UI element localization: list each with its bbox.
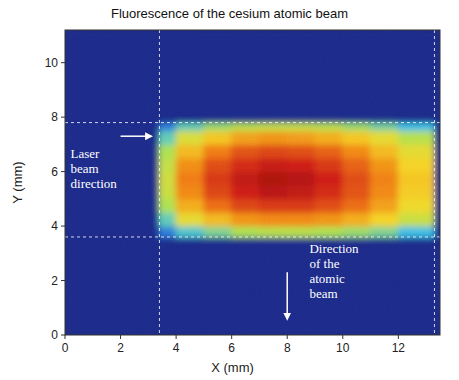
x-tick	[120, 335, 121, 339]
plot-background	[65, 30, 440, 335]
y-tick	[61, 62, 65, 63]
annotation-text: direction	[71, 176, 118, 191]
x-tick	[398, 335, 399, 339]
x-tick	[176, 335, 177, 339]
grain	[65, 30, 440, 335]
y-tick-label: 0	[51, 328, 58, 342]
cells	[65, 30, 440, 335]
frame	[65, 30, 440, 335]
y-tick-label: 8	[51, 110, 58, 124]
chart: 0 2 4 6 8 10 12 0 2 4 6 8 10 X (mm) Y (mm) Fluorescence…	[0, 0, 459, 380]
annotation-text: of the	[309, 256, 339, 271]
annotation-text: atomic	[309, 271, 345, 286]
guide-line	[159, 30, 160, 335]
y-tick	[61, 226, 65, 227]
annotation-text: Direction	[309, 241, 359, 256]
annotation-arrow	[121, 135, 152, 137]
y-tick	[61, 335, 65, 336]
x-tick-label: 10	[336, 341, 350, 355]
guide-line	[65, 122, 440, 123]
x-tick	[231, 335, 232, 339]
y-tick	[61, 171, 65, 172]
guide-line	[434, 30, 435, 335]
y-tick	[61, 117, 65, 118]
x-tick	[287, 335, 288, 339]
y-tick-label: 4	[51, 219, 58, 233]
y-tick	[61, 280, 65, 281]
x-tick-label: 4	[173, 341, 180, 355]
annotation-text: beam	[309, 286, 337, 301]
x-tick-label: 0	[62, 341, 69, 355]
x-tick-label: 6	[228, 341, 235, 355]
y-tick-label: 2	[51, 274, 58, 288]
y-tick-label: 10	[45, 56, 59, 70]
y-axis-title: Y (mm)	[10, 161, 25, 203]
title: Fluorescence of the cesium atomic beam	[111, 6, 348, 21]
annotation-text: beam	[71, 161, 99, 176]
plot-area	[65, 30, 440, 335]
x-tick-label: 8	[284, 341, 291, 355]
annotation-arrow	[286, 272, 288, 318]
x-tick-label: 12	[392, 341, 406, 355]
x-axis-title: X (mm)	[211, 360, 254, 375]
guide-line	[65, 236, 440, 237]
x-tick	[65, 335, 66, 339]
x-tick-label: 2	[117, 341, 124, 355]
y-tick-label: 6	[51, 165, 58, 179]
annotation-text: Laser	[71, 146, 101, 161]
x-tick	[342, 335, 343, 339]
